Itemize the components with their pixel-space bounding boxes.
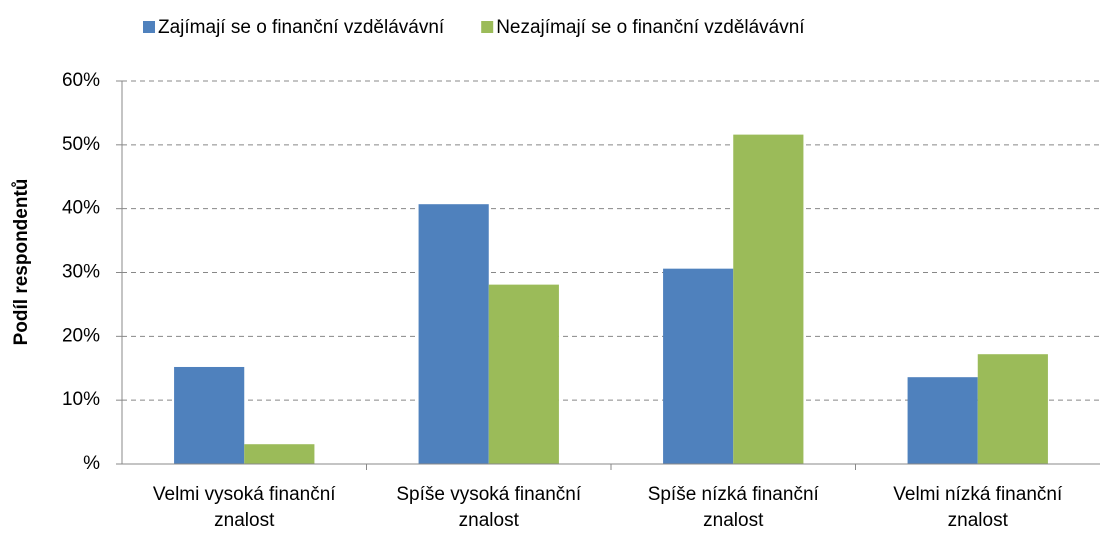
x-tick-label: Spíše nízká finanční znalost: [647, 484, 819, 531]
bar: [733, 134, 804, 464]
bar: [663, 268, 734, 464]
y-axis-label: Podíl respondentů: [11, 179, 32, 346]
bar: [977, 354, 1048, 464]
legend-swatch: [481, 21, 494, 33]
y-tick-label: 30%: [62, 262, 100, 283]
y-tick-label: 10%: [62, 389, 100, 410]
y-tick-label: 50%: [62, 134, 100, 155]
bar: [244, 444, 315, 464]
legend-label: Nezajímají se o finanční vzdělávávní: [496, 17, 805, 38]
bar: [418, 204, 489, 464]
y-tick-label: %: [83, 453, 100, 474]
legend-swatch: [143, 21, 155, 33]
bar: [907, 377, 978, 464]
x-tick-label: Velmi nízká finanční znalost: [893, 484, 1063, 531]
x-tick-label: Velmi vysoká finanční znalost: [152, 484, 336, 531]
x-tick-label: Spíše vysoká finanční znalost: [396, 484, 582, 531]
bar: [488, 284, 559, 464]
bar: [174, 366, 245, 464]
legend-label: Zajímají se o finanční vzdělávávní: [158, 17, 445, 38]
y-tick-label: 40%: [62, 198, 100, 219]
y-tick-label: 60%: [62, 70, 100, 91]
y-tick-label: 20%: [62, 325, 100, 346]
